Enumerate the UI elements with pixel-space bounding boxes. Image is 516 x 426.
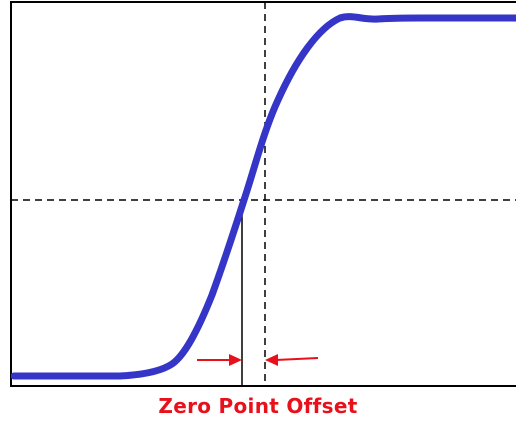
step-response-curve bbox=[11, 13, 516, 380]
right-offset-arrow bbox=[265, 354, 319, 366]
left-offset-arrow bbox=[197, 354, 242, 366]
diagram-caption: Zero Point Offset bbox=[158, 394, 358, 418]
plot-frame bbox=[10, 1, 516, 387]
